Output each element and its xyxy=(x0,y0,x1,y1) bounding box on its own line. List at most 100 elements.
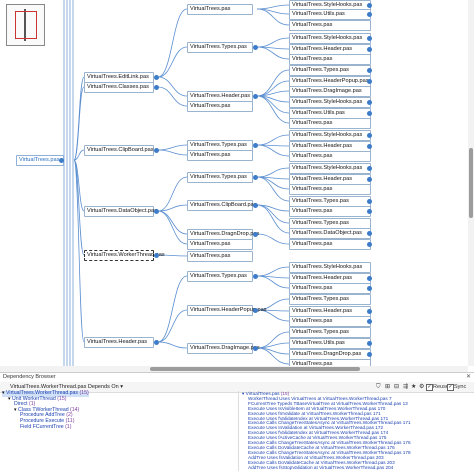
graph-node-level3[interactable]: VirtualTrees.pas xyxy=(289,151,371,162)
expand-node-icon[interactable] xyxy=(367,177,372,182)
expand-node-icon[interactable] xyxy=(367,3,372,8)
expand-node-icon[interactable] xyxy=(367,68,372,73)
graph-node-level3[interactable]: VirtualTrees.Types.pas xyxy=(289,294,371,305)
graph-node-level3[interactable]: VirtualTrees.pas xyxy=(289,316,371,327)
expand-node-icon[interactable] xyxy=(367,166,372,171)
graph-node-level3[interactable]: VirtualTrees.Types.pas xyxy=(289,65,371,76)
graph-node-level2[interactable]: VirtualTrees.pas xyxy=(187,4,253,15)
expand-node-icon[interactable] xyxy=(367,231,372,236)
graph-vertical-scrollbar[interactable] xyxy=(468,0,474,366)
expand-node-icon[interactable] xyxy=(154,148,159,153)
graph-minimap[interactable] xyxy=(6,4,45,46)
expand-node-icon[interactable] xyxy=(367,199,372,204)
expand-node-icon[interactable] xyxy=(367,209,372,214)
expand-node-icon[interactable] xyxy=(367,100,372,105)
graph-node-level3[interactable]: VirtualTrees.pas xyxy=(289,54,371,65)
graph-node-level3[interactable]: VirtualTrees.pas xyxy=(289,283,371,294)
graph-node-level3[interactable]: VirtualTrees.pas xyxy=(289,184,371,195)
expand-node-icon[interactable] xyxy=(154,85,159,90)
graph-node-level3[interactable]: VirtualTrees.Utils.pas xyxy=(289,9,371,20)
expand-node-icon[interactable] xyxy=(253,143,258,148)
expand-node-icon[interactable] xyxy=(367,276,372,281)
panel-close-button[interactable]: ✕ xyxy=(466,374,472,380)
dependency-entry[interactable]: Execute Calls ChangeTreeStatesAsync at V… xyxy=(248,440,411,446)
dependency-entry[interactable]: Execute Uses fValidateIndex at VirtualTr… xyxy=(248,430,388,436)
dependency-details-list[interactable]: ▾ VirtualTrees.pas (15) WorkerThread Uses… xyxy=(242,391,472,471)
filter-icon[interactable]: ⛉ xyxy=(376,384,381,390)
settings-icon[interactable]: ⚙ xyxy=(419,384,425,390)
expand-node-icon[interactable] xyxy=(367,309,372,314)
tree-row[interactable]: ▾ Class TWorkerThread (14) xyxy=(14,407,79,414)
graph-node-level1[interactable]: VirtualTrees.ClipBoard.pas xyxy=(84,145,154,156)
graph-node-level1[interactable]: VirtualTrees.Header.pas xyxy=(84,337,154,348)
graph-node-level1[interactable]: VirtualTrees.WorkerThread.pas xyxy=(84,250,165,261)
graph-node-level2[interactable]: VirtualTrees.Types.pas xyxy=(187,172,253,183)
dependency-entry[interactable]: Execute Calls DoValidateCache at Virtual… xyxy=(248,445,395,451)
expand-node-icon[interactable] xyxy=(59,158,64,163)
expand-node-icon[interactable] xyxy=(154,209,159,214)
expand-node-icon[interactable] xyxy=(367,79,372,84)
graph-node-level3[interactable]: VirtualTrees.StyleHooks.pas xyxy=(289,97,371,108)
reuse-checkbox[interactable]: ✓ xyxy=(426,384,433,391)
hscroll-thumb[interactable] xyxy=(150,367,360,371)
graph-node-level3[interactable]: VirtualTrees.Utils.pas xyxy=(289,338,371,349)
expand-node-icon[interactable] xyxy=(367,133,372,138)
expand-node-icon[interactable] xyxy=(367,352,372,357)
expand-node-icon[interactable] xyxy=(154,340,159,345)
tree-row[interactable]: ▾ Unit WorkerThread (15) xyxy=(8,396,66,403)
dependency-entry[interactable]: AddTree Uses fsValidation at VirtualTree… xyxy=(248,455,384,461)
graph-node-level3[interactable]: VirtualTrees.pas xyxy=(289,359,371,366)
dependency-entry[interactable]: Execute Calls ChangeTreeStatesAsync at V… xyxy=(248,420,411,426)
dependency-entry[interactable]: AddTree Uses fsStopValidation at Virtual… xyxy=(248,465,393,471)
graph-node-level3[interactable]: VirtualTrees.DragImage.pas xyxy=(289,86,371,97)
expand-node-icon[interactable] xyxy=(253,232,258,237)
graph-node-level2[interactable]: VirtualTrees.ClipBoard.pas xyxy=(187,200,257,211)
graph-node-level3[interactable]: VirtualTrees.StyleHooks.pas xyxy=(289,33,371,44)
graph-node-level2[interactable]: VirtualTrees.Types.pas xyxy=(187,271,253,282)
graph-node-level3[interactable]: VirtualTrees.pas xyxy=(289,239,371,250)
expand-node-icon[interactable] xyxy=(367,144,372,149)
expand-node-icon[interactable] xyxy=(367,36,372,41)
graph-node-level2[interactable]: VirtualTrees.HeaderPopup.pas xyxy=(187,305,267,316)
dependency-entry[interactable]: Execute Calls DoValidateCache at Virtual… xyxy=(248,460,395,466)
dependency-graph-canvas[interactable]: VirtualTrees.pas VirtualTrees.EditLink.pa… xyxy=(0,0,474,366)
graph-node-level3[interactable]: VirtualTrees.DataObject.pas xyxy=(289,228,371,239)
panel-splitter[interactable] xyxy=(238,391,239,471)
graph-node-level2[interactable]: VirtualTrees.pas xyxy=(187,239,253,250)
expand-node-icon[interactable] xyxy=(253,94,258,99)
vscroll-thumb[interactable] xyxy=(469,148,473,218)
graph-node-level2[interactable]: VirtualTrees.Types.pas xyxy=(187,42,253,53)
dependency-entry[interactable]: Execute Uses IsVisibleItem at VirtualTre… xyxy=(248,406,385,412)
graph-node-level3[interactable]: VirtualTrees.Types.pas xyxy=(289,327,371,338)
graph-node-level2[interactable]: VirtualTrees.pas xyxy=(187,101,253,112)
graph-node-level1[interactable]: VirtualTrees.DataObject.pas xyxy=(84,206,157,217)
expand-node-icon[interactable] xyxy=(154,75,159,80)
graph2-icon[interactable]: ⊟ xyxy=(394,384,400,390)
expand-node-icon[interactable] xyxy=(367,12,372,17)
dependency-group-header[interactable]: ▾ VirtualTrees.pas (15) xyxy=(242,391,289,397)
graph-node-level3[interactable]: VirtualTrees.pas xyxy=(289,206,371,217)
graph-node-level2[interactable]: VirtualTrees.pas xyxy=(187,251,253,262)
tree-row[interactable]: ▾ VirtualTrees.WorkerThread.pas (15) xyxy=(2,390,89,397)
tree-row[interactable]: Procedure Execute (11) xyxy=(20,418,74,425)
expand-node-icon[interactable] xyxy=(367,47,372,52)
dependency-entry[interactable]: WorkerThread Uses VirtualTrees at Virtua… xyxy=(248,396,392,402)
graph-horizontal-scrollbar[interactable] xyxy=(0,366,468,372)
graph-node-level2[interactable]: VirtualTrees.DragImage.pas xyxy=(187,343,260,354)
layout-icon[interactable]: ⇶ xyxy=(403,384,409,390)
graph-node-level1[interactable]: VirtualTrees.Classes.pas xyxy=(84,82,154,93)
minimap-viewport[interactable] xyxy=(15,11,37,39)
star-icon[interactable]: ★ xyxy=(411,384,417,390)
dependency-entry[interactable]: Execute Uses fValidateIndex at VirtualTr… xyxy=(248,416,388,422)
dependency-entry[interactable]: FCurrentTree Typeds TBaseVirtualTree at … xyxy=(248,401,408,407)
graph-node-level3[interactable]: VirtualTrees.StyleHooks.pas xyxy=(289,163,371,174)
expand-node-icon[interactable] xyxy=(253,175,258,180)
sync-checkbox[interactable]: ✓ xyxy=(447,384,454,391)
graph-node-level2[interactable]: VirtualTrees.pas xyxy=(187,150,253,161)
mode-dropdown[interactable]: VirtualTrees.WorkerThread.pas Depends On… xyxy=(10,383,123,391)
expand-node-icon[interactable] xyxy=(154,253,159,258)
tree-row[interactable]: Field FCurrentTree (1) xyxy=(20,424,71,431)
expand-node-icon[interactable] xyxy=(253,346,258,351)
expand-node-icon[interactable] xyxy=(253,308,258,313)
graph-node-level3[interactable]: VirtualTrees.StyleHooks.pas xyxy=(289,130,371,141)
